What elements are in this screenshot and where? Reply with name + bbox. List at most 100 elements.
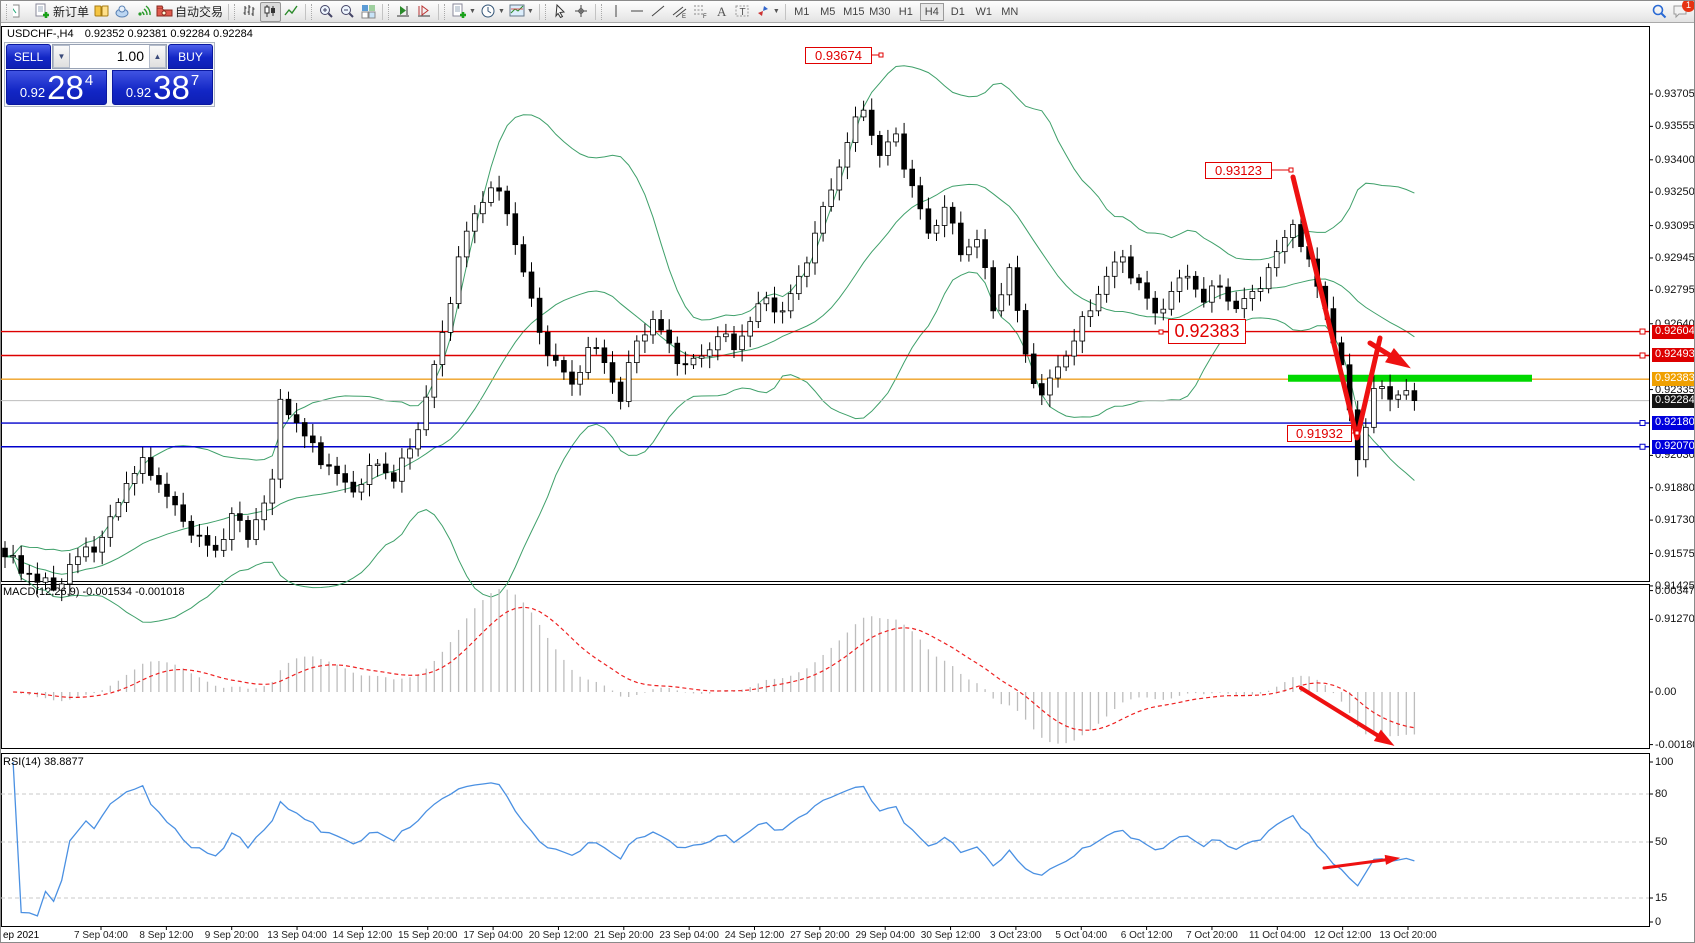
price-annotation[interactable]: 0.93674 bbox=[805, 47, 872, 64]
price-tick-label: 0.93250 bbox=[1655, 186, 1695, 199]
chart-cut-button[interactable] bbox=[11, 2, 32, 22]
timeframe-m5-button[interactable]: M5 bbox=[820, 5, 836, 18]
text-button[interactable]: A bbox=[711, 2, 732, 22]
trend-arrow[interactable] bbox=[1322, 857, 1394, 870]
timeframe-w1-button[interactable]: W1 bbox=[975, 5, 993, 18]
trend-arrow[interactable] bbox=[1299, 686, 1387, 742]
date-label: 5 Oct 04:00 bbox=[1055, 930, 1108, 941]
buy-price[interactable]: 0.92 38 7 bbox=[112, 70, 213, 105]
new-order-button[interactable]: 新订单 bbox=[32, 2, 91, 22]
volume-field[interactable]: ▼ 1.00 ▲ bbox=[52, 44, 167, 69]
chart-area[interactable]: USDCHF-,H4 0.92352 0.92381 0.92284 0.922… bbox=[1, 23, 1695, 943]
vertical-line-button[interactable] bbox=[606, 2, 627, 22]
buy-button[interactable]: BUY bbox=[168, 44, 213, 69]
chart-shift-button[interactable] bbox=[414, 2, 435, 22]
line-chart-button[interactable] bbox=[281, 2, 302, 22]
current-price-badge: 0.92284 bbox=[1652, 393, 1694, 408]
date-label: 24 Sep 12:00 bbox=[724, 930, 785, 941]
date-label: 12 Oct 12:00 bbox=[1314, 930, 1372, 941]
sell-price-small: 0.92 bbox=[19, 85, 46, 100]
svg-text:A: A bbox=[717, 4, 727, 19]
periods-button[interactable]: ▼ bbox=[478, 2, 507, 22]
chart-canvas[interactable] bbox=[1, 23, 1695, 943]
svg-text:T: T bbox=[739, 7, 745, 18]
date-label: 20 Sep 12:00 bbox=[528, 930, 589, 941]
cursor-button[interactable] bbox=[550, 2, 571, 22]
date-label: ep 2021 bbox=[3, 930, 40, 941]
new-order-button-label: 新订单 bbox=[53, 5, 90, 19]
price-annotation[interactable]: 0.92383 bbox=[1168, 319, 1246, 344]
chevron-down-icon[interactable]: ▼ bbox=[526, 8, 534, 15]
date-label: 13 Sep 04:00 bbox=[267, 930, 327, 941]
date-label: 17 Sep 04:00 bbox=[463, 930, 523, 941]
price-annotation[interactable]: 0.91932 bbox=[1287, 425, 1352, 442]
toolbar-separator bbox=[228, 3, 230, 20]
price-tick-label: 0.93400 bbox=[1655, 153, 1695, 166]
notification-badge: 1 bbox=[1682, 1, 1694, 12]
templates-button[interactable]: ▼ bbox=[507, 2, 536, 22]
toolbar-grip bbox=[444, 3, 447, 20]
timeframe-m15-button[interactable]: M15 bbox=[843, 5, 865, 18]
chevron-down-icon[interactable]: ▼ bbox=[469, 8, 476, 15]
chat-button[interactable]: 1 bbox=[1670, 1, 1694, 22]
zoom-out-button[interactable] bbox=[337, 2, 358, 22]
chevron-down-icon[interactable]: ▼ bbox=[497, 8, 505, 15]
profile-button[interactable] bbox=[112, 2, 133, 22]
add-indicator-button[interactable]: ▼ bbox=[449, 2, 478, 22]
sell-price-sup: 4 bbox=[84, 72, 94, 89]
chevron-down-icon[interactable]: ▼ bbox=[772, 8, 780, 15]
sell-button[interactable]: SELL bbox=[6, 44, 51, 69]
volume-down-button[interactable]: ▼ bbox=[53, 45, 70, 68]
trend-arrow[interactable] bbox=[1290, 174, 1383, 441]
timeframe-mn-button[interactable]: MN bbox=[1001, 5, 1019, 18]
price-tick-label: 0.91270 bbox=[1655, 613, 1695, 626]
timeframe-m1-button[interactable]: M1 bbox=[794, 5, 810, 18]
ohlc-values: 0.92352 0.92381 0.92284 0.92284 bbox=[84, 28, 253, 40]
candle-chart-button[interactable] bbox=[260, 1, 282, 22]
channel-button[interactable]: E bbox=[669, 2, 690, 22]
horizontal-line-button[interactable] bbox=[627, 2, 648, 22]
volume-up-button[interactable]: ▲ bbox=[149, 45, 166, 68]
price-tick-label: 0.91730 bbox=[1655, 514, 1695, 527]
toolbar-grip bbox=[6, 3, 9, 20]
crosshair-button[interactable] bbox=[571, 2, 592, 22]
signals-button[interactable] bbox=[133, 2, 154, 22]
date-label: 23 Sep 04:00 bbox=[659, 930, 719, 941]
toolbar-grip bbox=[544, 3, 548, 20]
timeframe-h1-button[interactable]: H1 bbox=[898, 5, 913, 18]
bar-chart-button[interactable] bbox=[239, 2, 260, 22]
auto-scroll-button[interactable] bbox=[393, 2, 414, 22]
rsi-axis-label: 100 bbox=[1655, 756, 1674, 768]
fibonacci-button[interactable]: F bbox=[690, 2, 711, 22]
text-label-button[interactable]: T bbox=[732, 2, 753, 22]
volume-value[interactable]: 1.00 bbox=[116, 48, 144, 64]
price-annotation[interactable]: 0.93123 bbox=[1205, 162, 1272, 179]
date-label: 13 Oct 20:00 bbox=[1379, 930, 1437, 941]
zoom-in-button[interactable] bbox=[316, 2, 337, 22]
toolbar-separator bbox=[594, 3, 596, 20]
timeframe-h4-button[interactable]: H4 bbox=[919, 2, 944, 21]
sell-price[interactable]: 0.92 28 4 bbox=[6, 70, 107, 105]
date-label: 11 Oct 04:00 bbox=[1249, 930, 1306, 941]
macd-label: MACD(12,26,9) -0.001534 -0.001018 bbox=[3, 586, 185, 598]
price-tick-label: 0.92795 bbox=[1655, 284, 1695, 297]
date-label: 29 Sep 04:00 bbox=[855, 930, 915, 941]
timeframe-d1-button[interactable]: D1 bbox=[950, 5, 965, 18]
arrows-button[interactable]: ▼ bbox=[753, 2, 782, 22]
autotrade-button-label: 自动交易 bbox=[175, 5, 224, 19]
chart-title: USDCHF-,H4 0.92352 0.92381 0.92284 0.922… bbox=[7, 28, 253, 40]
trendline-button[interactable] bbox=[648, 2, 669, 22]
search-button[interactable] bbox=[1649, 2, 1670, 22]
autotrade-button[interactable]: 自动交易 bbox=[154, 2, 225, 22]
tile-windows-button[interactable] bbox=[358, 2, 379, 22]
sell-price-big: 28 bbox=[47, 69, 84, 106]
timeframe-m30-button[interactable]: M30 bbox=[869, 5, 891, 18]
toolbar-separator bbox=[438, 3, 440, 20]
marketwatch-button[interactable] bbox=[91, 2, 112, 22]
buy-price-small: 0.92 bbox=[125, 85, 152, 100]
price-tick-label: 0.91880 bbox=[1655, 481, 1695, 494]
toolbar-grip bbox=[311, 3, 314, 20]
price-tick-label: 0.92335 bbox=[1655, 383, 1695, 396]
svg-text:F: F bbox=[703, 14, 707, 20]
date-label: 21 Sep 20:00 bbox=[594, 930, 654, 941]
